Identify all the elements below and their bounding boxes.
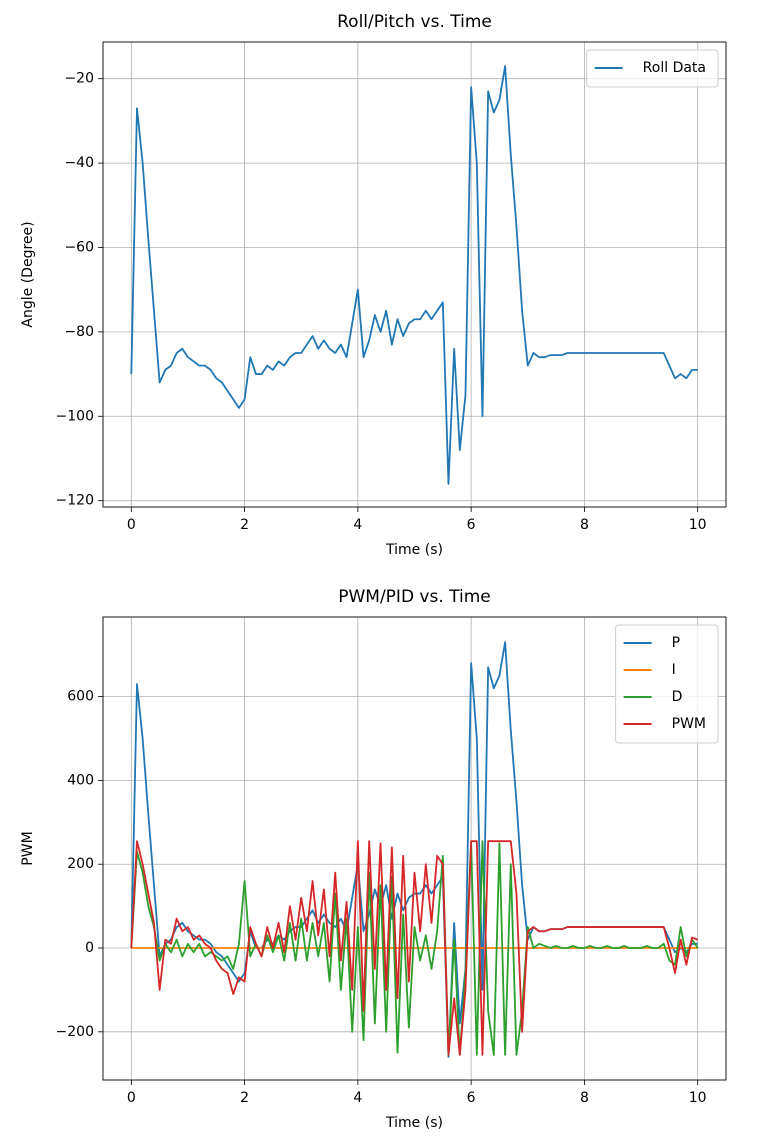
legend-label: PWM <box>672 716 706 732</box>
data-line <box>130 840 699 1056</box>
data-line <box>130 65 698 485</box>
x-tick-label: 6 <box>467 517 476 533</box>
y-tick-label: −100 <box>56 408 94 424</box>
x-tick-label: 2 <box>240 1090 249 1106</box>
y-tick-label: 400 <box>67 772 94 788</box>
y-tick-label: −80 <box>64 324 94 340</box>
x-tick-label: 8 <box>580 1090 589 1106</box>
x-tick-label: 2 <box>240 517 249 533</box>
legend-label: P <box>672 635 680 651</box>
y-tick-label: 600 <box>67 689 94 705</box>
y-tick-label: 0 <box>85 940 94 956</box>
legend-box <box>586 49 719 88</box>
y-tick-label: −60 <box>64 239 94 255</box>
legend: PID PWM <box>615 624 719 744</box>
x-tick-label: 8 <box>580 517 589 533</box>
x-tick-label: 0 <box>127 1090 136 1106</box>
legend: Roll Data <box>586 49 719 88</box>
x-axis-label: Time (s) <box>385 542 443 558</box>
y-tick-label: −120 <box>56 493 94 509</box>
x-tick-label: 0 <box>127 517 136 533</box>
data-line <box>130 840 698 1056</box>
data-line <box>130 641 698 1058</box>
chart-title: PWM/PID vs. Time <box>338 587 491 607</box>
legend-label: D <box>672 689 683 705</box>
plot-area: 0 2 4 6 8 10 −120 −100 −80 −60 −40 −20 Roll/Pitch vs… <box>20 12 727 558</box>
legend-label: I <box>672 662 676 678</box>
y-axis-label: Angle (Degree) <box>20 221 36 327</box>
chart-title: Roll/Pitch vs. Time <box>337 12 492 32</box>
y-tick-label: 200 <box>67 856 94 872</box>
axes-frame <box>102 41 727 508</box>
legend-label: Roll Data <box>643 60 706 76</box>
x-tick-label: 4 <box>353 517 362 533</box>
x-tick-label: 10 <box>689 517 707 533</box>
y-tick-label: −20 <box>64 71 94 87</box>
x-tick-label: 4 <box>353 1090 362 1106</box>
legend-box <box>615 624 719 744</box>
x-tick-label: 6 <box>467 1090 476 1106</box>
x-tick-label: 10 <box>689 1090 707 1106</box>
y-axis-label: PWM <box>20 831 36 865</box>
plot-area: 0 2 4 6 8 10 −200 0 200 400 600 PWM/PID vs. Time Tim… <box>20 587 727 1131</box>
y-tick-label: −40 <box>64 155 94 171</box>
x-axis-label: Time (s) <box>385 1115 443 1131</box>
axes-frame <box>102 616 727 1081</box>
y-tick-label: −200 <box>56 1024 94 1040</box>
